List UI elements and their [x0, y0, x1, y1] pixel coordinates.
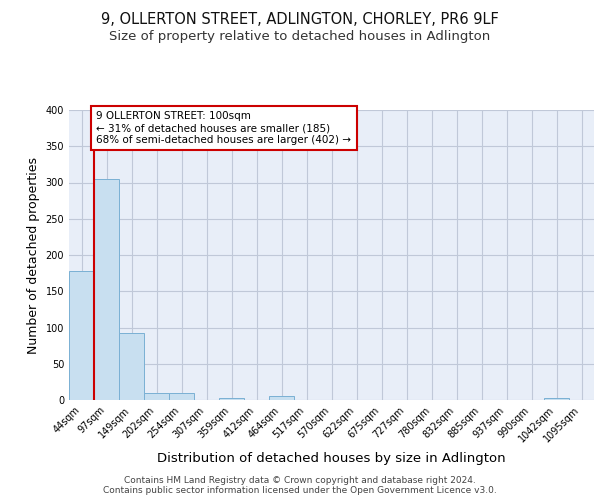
Bar	[544, 398, 569, 400]
Text: Size of property relative to detached houses in Adlington: Size of property relative to detached ho…	[109, 30, 491, 43]
Text: Contains public sector information licensed under the Open Government Licence v3: Contains public sector information licen…	[103, 486, 497, 495]
Bar	[269, 396, 294, 400]
Text: 9 OLLERTON STREET: 100sqm
← 31% of detached houses are smaller (185)
68% of semi: 9 OLLERTON STREET: 100sqm ← 31% of detac…	[97, 112, 352, 144]
Bar	[94, 179, 119, 400]
Text: 9, OLLERTON STREET, ADLINGTON, CHORLEY, PR6 9LF: 9, OLLERTON STREET, ADLINGTON, CHORLEY, …	[101, 12, 499, 28]
Bar	[219, 398, 244, 400]
Bar	[69, 271, 94, 400]
Bar	[169, 393, 194, 400]
X-axis label: Distribution of detached houses by size in Adlington: Distribution of detached houses by size …	[157, 452, 506, 466]
Bar	[119, 332, 144, 400]
Bar	[144, 394, 169, 400]
Text: Contains HM Land Registry data © Crown copyright and database right 2024.: Contains HM Land Registry data © Crown c…	[124, 476, 476, 485]
Y-axis label: Number of detached properties: Number of detached properties	[27, 156, 40, 354]
